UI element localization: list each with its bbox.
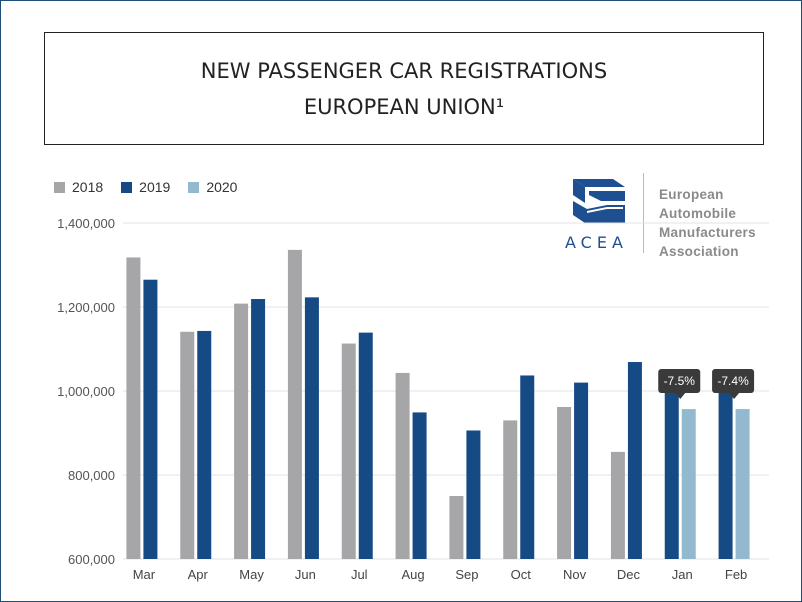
- bar-2019-jul: [358, 332, 373, 559]
- x-tick-label-aug: Aug: [402, 567, 425, 582]
- bar-2020-jan: [681, 409, 696, 559]
- legend-item-2019: 2019: [121, 179, 170, 195]
- logo-line-4: Association: [659, 244, 739, 259]
- annotation-label-jan: -7.5%: [664, 374, 696, 388]
- bar-2019-nov: [574, 382, 589, 559]
- annotation-pointer-feb: [729, 393, 740, 399]
- bar-2019-sep: [466, 430, 481, 559]
- x-tick-label-oct: Oct: [511, 567, 532, 582]
- logo-separator: [643, 173, 644, 253]
- chart-title: NEW PASSENGER CAR REGISTRATIONS EUROPEAN…: [44, 32, 764, 145]
- bar-2018-jul: [341, 343, 356, 559]
- annotation-box-feb: [712, 369, 755, 393]
- logo-line-3: Manufacturers: [659, 225, 756, 240]
- bar-2019-jun: [304, 297, 319, 559]
- bar-2018-aug: [395, 372, 410, 559]
- x-tick-label-jun: Jun: [295, 567, 316, 582]
- x-tick-label-nov: Nov: [563, 567, 587, 582]
- x-tick-label-feb: Feb: [725, 567, 747, 582]
- bar-2019-feb: [718, 377, 733, 559]
- logo-caption: European Automobile Manufacturers Associ…: [659, 185, 756, 261]
- legend-label-2019: 2019: [139, 179, 171, 195]
- bar-2018-oct: [503, 420, 518, 559]
- y-tick-label-4: 600,000: [68, 552, 115, 567]
- bar-2018-mar: [126, 257, 141, 559]
- x-tick-label-mar: Mar: [133, 567, 156, 582]
- x-tick-label-may: May: [239, 567, 264, 582]
- legend-label-2020: 2020: [206, 179, 238, 195]
- legend-item-2018: 2018: [54, 179, 103, 195]
- chart-legend: 2018 2019 2020: [54, 179, 237, 195]
- x-tick-label-jan: Jan: [672, 567, 693, 582]
- bar-2019-oct: [520, 375, 535, 559]
- legend-swatch-2018: [54, 181, 65, 193]
- bar-2018-apr: [180, 331, 195, 559]
- x-tick-label-sep: Sep: [455, 567, 478, 582]
- bar-2020-feb: [735, 409, 750, 559]
- annotation-box-jan: [658, 369, 701, 393]
- chart-title-line-1: NEW PASSENGER CAR REGISTRATIONS: [200, 58, 608, 83]
- y-tick-label-1: 1,200,000: [57, 300, 115, 315]
- chart-title-line-2: EUROPEAN UNION¹: [303, 94, 505, 119]
- x-tick-label-dec: Dec: [617, 567, 641, 582]
- logo-line-1: European: [659, 187, 724, 202]
- legend-swatch-2019: [121, 181, 133, 193]
- bar-2018-dec: [610, 451, 625, 559]
- annotation-label-feb: -7.4%: [717, 374, 749, 388]
- legend-swatch-2020: [188, 181, 200, 193]
- bar-2019-may: [251, 299, 266, 559]
- x-tick-label-jul: Jul: [351, 567, 368, 582]
- bar-2019-dec: [627, 362, 642, 559]
- annotation-pointer-jan: [675, 393, 686, 399]
- bar-2018-nov: [557, 406, 572, 559]
- bar-2019-aug: [412, 412, 427, 559]
- bar-2018-sep: [449, 496, 464, 559]
- y-tick-label-2: 1,000,000: [57, 384, 115, 399]
- legend-item-2020: 2020: [188, 179, 237, 195]
- bar-2019-mar: [143, 279, 158, 559]
- bar-2019-apr: [197, 330, 212, 559]
- bar-2018-may: [234, 303, 249, 559]
- bar-2018-jun: [287, 249, 302, 559]
- acea-cube-icon: [573, 179, 625, 223]
- acea-logo: ACEA European Automobile Manufacturers A…: [561, 171, 781, 261]
- y-tick-label-3: 800,000: [68, 468, 115, 483]
- x-tick-label-apr: Apr: [188, 567, 209, 582]
- y-tick-label-0: 1,400,000: [57, 216, 115, 231]
- logo-line-2: Automobile: [659, 206, 737, 221]
- legend-label-2018: 2018: [72, 179, 104, 195]
- bar-2019-jan: [664, 376, 679, 559]
- acea-wordmark: ACEA: [565, 233, 628, 252]
